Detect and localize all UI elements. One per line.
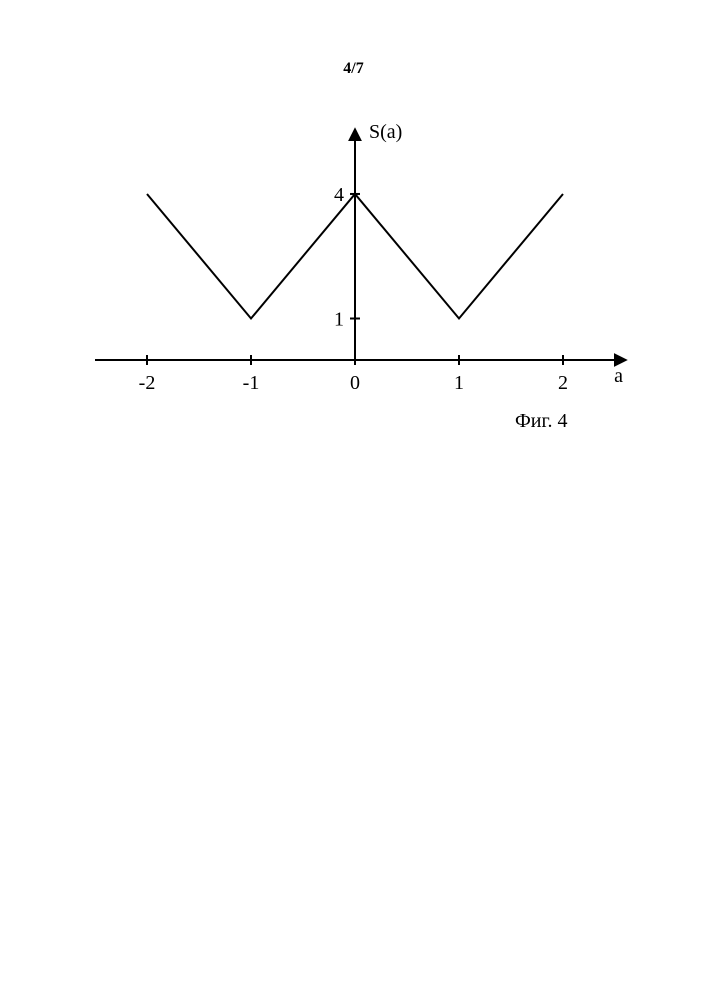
function-chart: -2 -1 0 1 2 1 4 S(a) a [75,120,635,400]
x-tick-label: 0 [350,372,360,394]
x-tick-label: 2 [558,372,568,394]
y-axis-label: S(a) [369,121,402,143]
x-tick-label: 1 [454,372,464,394]
figure-caption: Фиг. 4 [515,410,567,433]
chart-container: -2 -1 0 1 2 1 4 S(a) a Фиг. 4 [75,120,635,450]
y-tick-label: 4 [334,184,344,206]
x-tick-label: -1 [243,372,260,394]
x-tick-label: -2 [139,372,156,394]
page-number: 4/7 [0,60,707,78]
x-axis-label: a [614,365,623,387]
y-tick-label: 1 [334,308,344,330]
